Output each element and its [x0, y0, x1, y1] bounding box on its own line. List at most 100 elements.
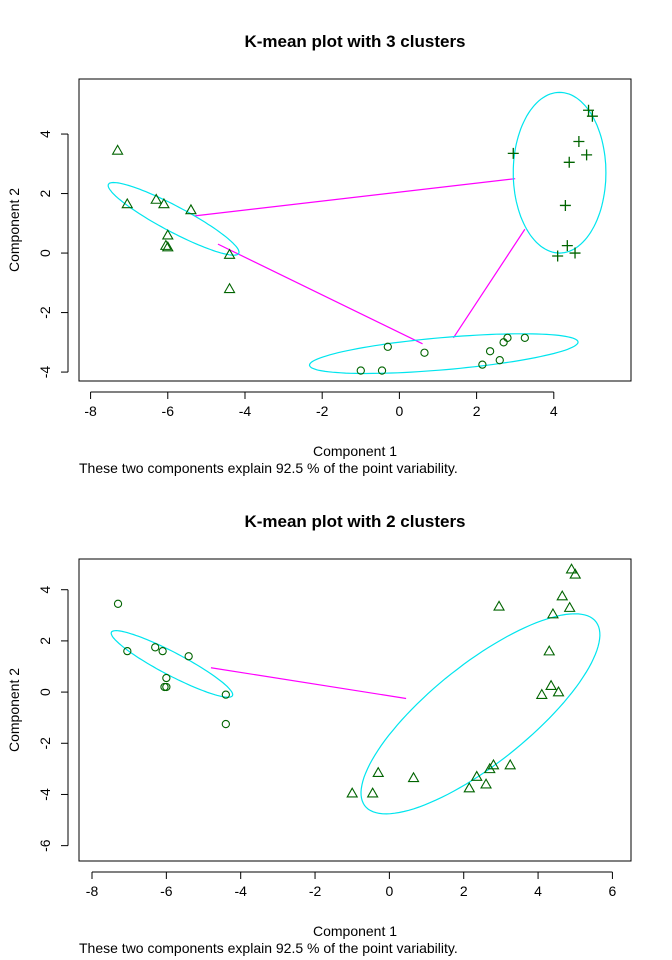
cluster-link-line	[452, 228, 526, 339]
y-tick-label: 0	[37, 249, 53, 257]
y-tick-label: 0	[37, 688, 53, 696]
cluster-ellipse	[308, 333, 579, 375]
plot-frame	[78, 78, 632, 382]
x-tick-label: 2	[473, 403, 481, 419]
plot-frame	[78, 558, 632, 862]
x-tick-label: 0	[385, 883, 393, 899]
cluster-ellipse	[360, 613, 601, 815]
x-tick-label: -8	[86, 883, 99, 899]
point-circle	[499, 338, 508, 347]
point-circle	[221, 690, 230, 699]
point-triangle	[111, 144, 124, 155]
point-triangle	[346, 787, 359, 798]
point-circle	[520, 333, 529, 343]
point-triangle	[565, 563, 578, 574]
x-axis: -8 -6 -4 -2 0 2 4	[84, 391, 558, 419]
x-axis: -8 -6 -4 -2 0 2 4 6	[86, 871, 617, 899]
point-triangle	[407, 771, 420, 783]
point-circle	[420, 348, 429, 357]
y-axis: -4 -2 0 2 4	[37, 130, 69, 379]
cluster-links	[210, 667, 407, 700]
data-points	[111, 104, 598, 375]
point-triangle	[487, 758, 500, 770]
point-triangle	[223, 248, 236, 259]
point-plus	[507, 147, 519, 159]
chart-2-clusters: K-mean plot with 2 clusters -8 -6 -4 -2 0 2 4 6…	[6, 512, 632, 956]
y-tick-label: -2	[37, 306, 53, 319]
cluster-ellipses	[107, 91, 607, 375]
point-triangle	[546, 607, 559, 619]
x-tick-label: 4	[534, 883, 542, 899]
x-tick-label: -4	[239, 403, 252, 419]
point-circle	[495, 356, 504, 365]
cluster-ellipse	[107, 181, 240, 256]
y-tick-label: 2	[37, 189, 53, 197]
y-tick-label: -2	[37, 737, 53, 750]
point-circle	[162, 673, 171, 683]
point-triangle	[493, 600, 505, 611]
point-plus	[583, 104, 595, 116]
cluster-link-line	[194, 178, 516, 217]
y-tick-label: 4	[37, 130, 53, 138]
x-tick-label: -2	[309, 883, 322, 899]
point-plus	[573, 135, 585, 147]
cluster-link-line	[210, 667, 407, 700]
x-tick-label: -6	[162, 403, 175, 419]
point-triangle	[543, 645, 556, 656]
point-triangle	[121, 197, 134, 209]
point-circle	[158, 646, 167, 656]
point-triangle	[159, 239, 172, 250]
y-tick-label: 2	[37, 637, 53, 645]
chart-title: K-mean plot with 3 clusters	[244, 32, 465, 51]
point-circle	[383, 342, 392, 351]
point-triangle	[504, 758, 517, 770]
y-tick-label: -4	[37, 788, 53, 801]
x-tick-label: 2	[460, 883, 468, 899]
x-tick-label: 4	[550, 403, 558, 419]
point-triangle	[372, 766, 385, 778]
point-triangle	[569, 568, 582, 579]
y-axis-label: Component 2	[6, 188, 22, 272]
y-tick-label: -6	[37, 839, 53, 852]
point-plus	[552, 250, 564, 262]
point-triangle	[563, 601, 576, 612]
point-circle	[123, 646, 132, 656]
point-circle	[478, 360, 487, 369]
x-tick-label: 6	[609, 883, 617, 899]
cluster-link-line	[217, 243, 423, 345]
point-triangle	[535, 688, 548, 699]
x-tick-label: -6	[160, 883, 173, 899]
y-tick-label: -4	[37, 366, 53, 379]
point-plus	[586, 110, 598, 122]
point-triangle	[545, 679, 558, 690]
point-triangle	[161, 240, 174, 252]
point-triangle	[184, 203, 197, 215]
point-triangle	[463, 781, 476, 793]
chart-3-clusters: K-mean plot with 3 clusters -8 -6 -4 -2 0 2 4 …	[6, 32, 632, 476]
point-plus	[581, 149, 593, 161]
x-tick-label: 0	[395, 403, 403, 419]
point-circle	[162, 682, 171, 692]
data-points	[113, 563, 582, 798]
point-circle	[184, 652, 193, 661]
point-triangle	[150, 193, 163, 204]
cluster-ellipse	[512, 91, 607, 254]
x-tick-label: -8	[84, 403, 97, 419]
variability-caption: These two components explain 92.5 % of t…	[79, 940, 458, 956]
point-triangle	[552, 685, 565, 697]
x-tick-label: -2	[316, 403, 329, 419]
point-circle	[151, 643, 160, 652]
point-plus	[569, 247, 581, 259]
point-circle	[485, 347, 495, 356]
y-tick-label: 4	[37, 586, 53, 594]
point-circle	[221, 719, 230, 729]
point-circle	[356, 366, 365, 375]
cluster-ellipses	[110, 613, 601, 815]
point-plus	[559, 199, 571, 211]
y-axis-label: Component 2	[6, 668, 22, 752]
point-plus	[561, 240, 573, 252]
point-triangle	[157, 197, 170, 209]
x-axis-label: Component 1	[313, 443, 397, 459]
point-triangle	[161, 229, 174, 240]
